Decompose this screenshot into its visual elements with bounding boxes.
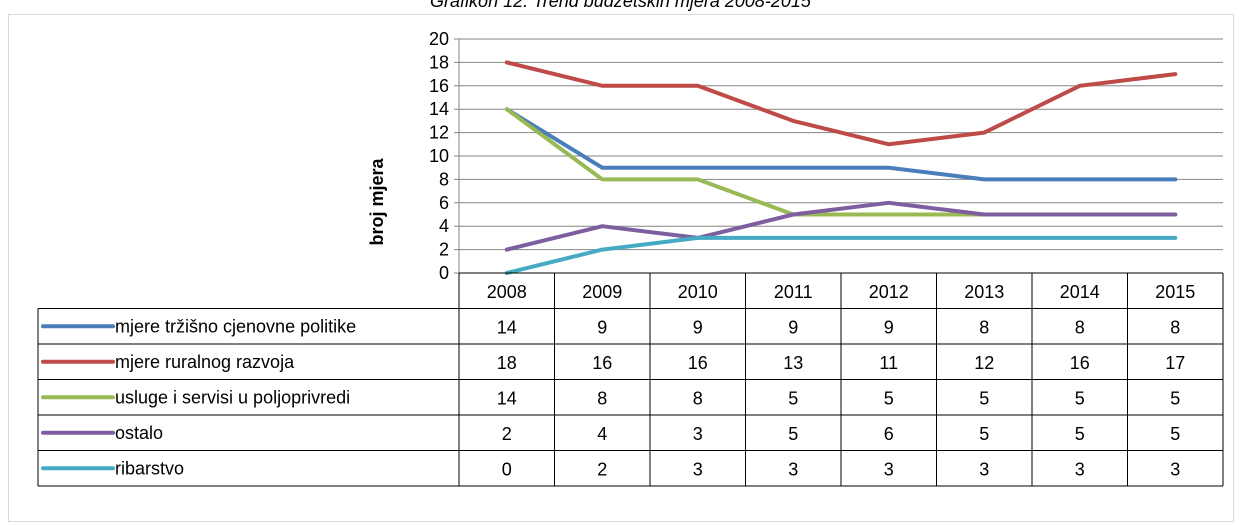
data-label: 0 <box>502 459 512 479</box>
data-label: 3 <box>788 459 798 479</box>
gridlines <box>454 38 1223 274</box>
legend-entry: ostalo <box>115 423 163 443</box>
data-label: 3 <box>979 459 989 479</box>
data-label: 5 <box>979 424 989 444</box>
data-label: 3 <box>884 459 894 479</box>
y-tick-label: 4 <box>439 216 449 236</box>
data-label: 5 <box>788 424 798 444</box>
data-label: 16 <box>1070 353 1090 373</box>
data-label: 3 <box>1075 459 1085 479</box>
data-label: 18 <box>497 353 517 373</box>
series-line-5 <box>504 235 1178 275</box>
y-tick-label: 2 <box>439 240 449 260</box>
data-label: 8 <box>1170 317 1180 337</box>
x-tick-label: 2010 <box>678 282 718 302</box>
x-tick-label: 2013 <box>964 282 1004 302</box>
y-tick-label: 6 <box>439 193 449 213</box>
y-tick-label: 12 <box>429 123 449 143</box>
data-label: 5 <box>884 388 894 408</box>
data-label: 8 <box>597 388 607 408</box>
data-label: 5 <box>1075 388 1085 408</box>
data-label: 16 <box>592 353 612 373</box>
data-label: 13 <box>783 353 803 373</box>
chart-caption: Grafikon 12. Trend budžetskih mjera 2008… <box>430 0 811 11</box>
series-line-2 <box>504 60 1178 147</box>
series-line-1 <box>504 107 1178 182</box>
x-tick-label: 2011 <box>774 282 813 302</box>
series-line-4 <box>504 200 1178 252</box>
data-label: 4 <box>597 424 607 444</box>
data-label: 9 <box>788 317 798 337</box>
data-label: 3 <box>1170 459 1180 479</box>
data-label: 14 <box>497 317 517 337</box>
legend-entry: usluge i servisi u poljoprivredi <box>115 387 350 407</box>
data-label: 12 <box>974 353 994 373</box>
data-label: 8 <box>1075 317 1085 337</box>
legend-entry: mjere tržišno cjenovne politike <box>115 316 356 336</box>
y-axis-ticks: 0 2 4 6 8 10 12 14 16 18 20 <box>429 29 449 283</box>
chart-frame <box>8 14 1234 522</box>
y-tick-label: 16 <box>429 76 449 96</box>
x-tick-label: 2012 <box>869 282 909 302</box>
data-label: 5 <box>1075 424 1085 444</box>
y-tick-label: 0 <box>439 263 449 283</box>
data-label: 5 <box>1170 388 1180 408</box>
series-line-3 <box>504 107 1178 217</box>
data-label: 6 <box>884 424 894 444</box>
series-lines <box>504 60 1178 275</box>
data-label: 9 <box>597 317 607 337</box>
y-tick-label: 10 <box>429 146 449 166</box>
data-label: 9 <box>693 317 703 337</box>
data-label: 8 <box>693 388 703 408</box>
x-tick-label: 2008 <box>487 282 527 302</box>
y-tick-label: 18 <box>429 52 449 72</box>
data-label: 14 <box>497 388 517 408</box>
data-label: 8 <box>979 317 989 337</box>
data-label: 17 <box>1165 353 1185 373</box>
x-tick-label: 2015 <box>1155 282 1195 302</box>
y-axis-label: broj mjera <box>367 157 387 245</box>
data-label: 5 <box>788 388 798 408</box>
x-tick-label: 2009 <box>582 282 622 302</box>
data-label: 16 <box>688 353 708 373</box>
x-tick-label: 2014 <box>1060 282 1100 302</box>
data-label: 3 <box>693 459 703 479</box>
data-label: 11 <box>879 353 898 373</box>
data-label: 5 <box>1170 424 1180 444</box>
data-label: 2 <box>597 459 607 479</box>
data-label: 9 <box>884 317 894 337</box>
legend-entry: ribarstvo <box>115 458 184 478</box>
data-label: 2 <box>502 424 512 444</box>
y-tick-label: 20 <box>429 29 449 49</box>
y-tick-label: 14 <box>429 99 449 119</box>
legend-entry: mjere ruralnog razvoja <box>115 352 295 372</box>
data-label: 5 <box>979 388 989 408</box>
y-tick-label: 8 <box>439 169 449 189</box>
data-label: 3 <box>693 424 703 444</box>
